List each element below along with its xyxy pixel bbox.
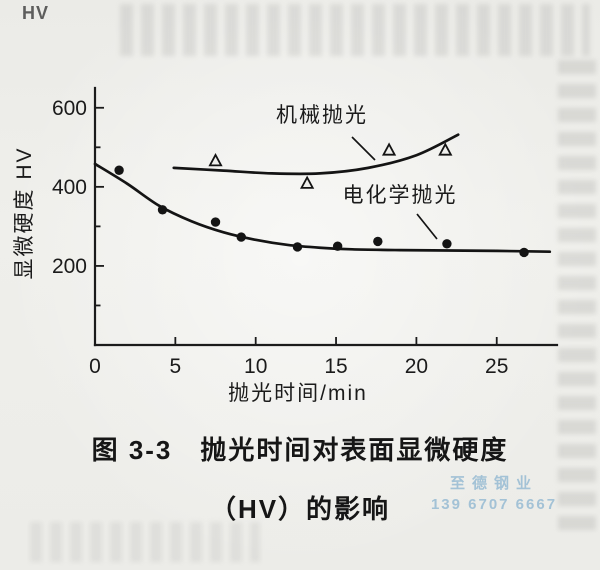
circle-marker: [236, 232, 246, 242]
bleed-through-smudge-bottom: [30, 522, 260, 562]
stray-text-top-left: HV: [22, 3, 50, 23]
series-label-leader-0: [351, 136, 376, 161]
circle-marker: [373, 236, 383, 247]
figure-caption-line1: 图 3-3 抛光时间对表面显微硬度: [91, 435, 509, 465]
watermark-phone-number: 139 6707 6667: [430, 496, 558, 513]
series-label-leader-1: [416, 213, 438, 240]
x-tick-label: 5: [170, 355, 182, 378]
y-axis-title: 显微硬度 HV: [13, 146, 36, 279]
x-tick-label: 15: [324, 355, 347, 378]
x-tick-label: 10: [244, 355, 267, 378]
triangle-marker: [300, 175, 315, 189]
circle-marker: [157, 205, 168, 215]
y-tick-label: 200: [52, 255, 87, 278]
series-curve-1: [93, 162, 552, 254]
y-tick-label: 400: [52, 176, 87, 199]
circle-marker: [332, 241, 343, 251]
x-tick-label: 0: [89, 355, 101, 378]
circle-marker: [292, 242, 303, 252]
circle-marker: [210, 217, 221, 227]
x-axis-title: 抛光时间/min: [228, 382, 368, 405]
series-label-0: 机械抛光: [276, 104, 368, 127]
x-tick-label: 25: [485, 355, 508, 378]
x-tick-label: 20: [405, 355, 428, 378]
triangle-marker: [208, 153, 223, 167]
figure-caption: 图 3-3 抛光时间对表面显微硬度 （HV）的影响: [0, 430, 600, 526]
circle-marker: [114, 165, 124, 175]
series-curve-0: [172, 133, 460, 176]
triangle-marker: [381, 142, 397, 156]
y-tick-label: 600: [52, 97, 87, 120]
circle-marker: [519, 247, 529, 258]
series-label-1: 电化学抛光: [343, 184, 458, 207]
figure-caption-line2: （HV）的影响: [209, 494, 391, 524]
circle-marker: [442, 239, 452, 249]
triangle-marker: [438, 142, 453, 156]
watermark-company-name: 至德钢业: [449, 475, 538, 492]
watermark: 至德钢业 139 6707 6667: [424, 472, 564, 513]
hardness-vs-polishing-time-chart: 0 5 10 15 20 25 200 400 600 抛光时间/min 显微硬度 HV 机械抛光电化…: [13, 86, 559, 405]
